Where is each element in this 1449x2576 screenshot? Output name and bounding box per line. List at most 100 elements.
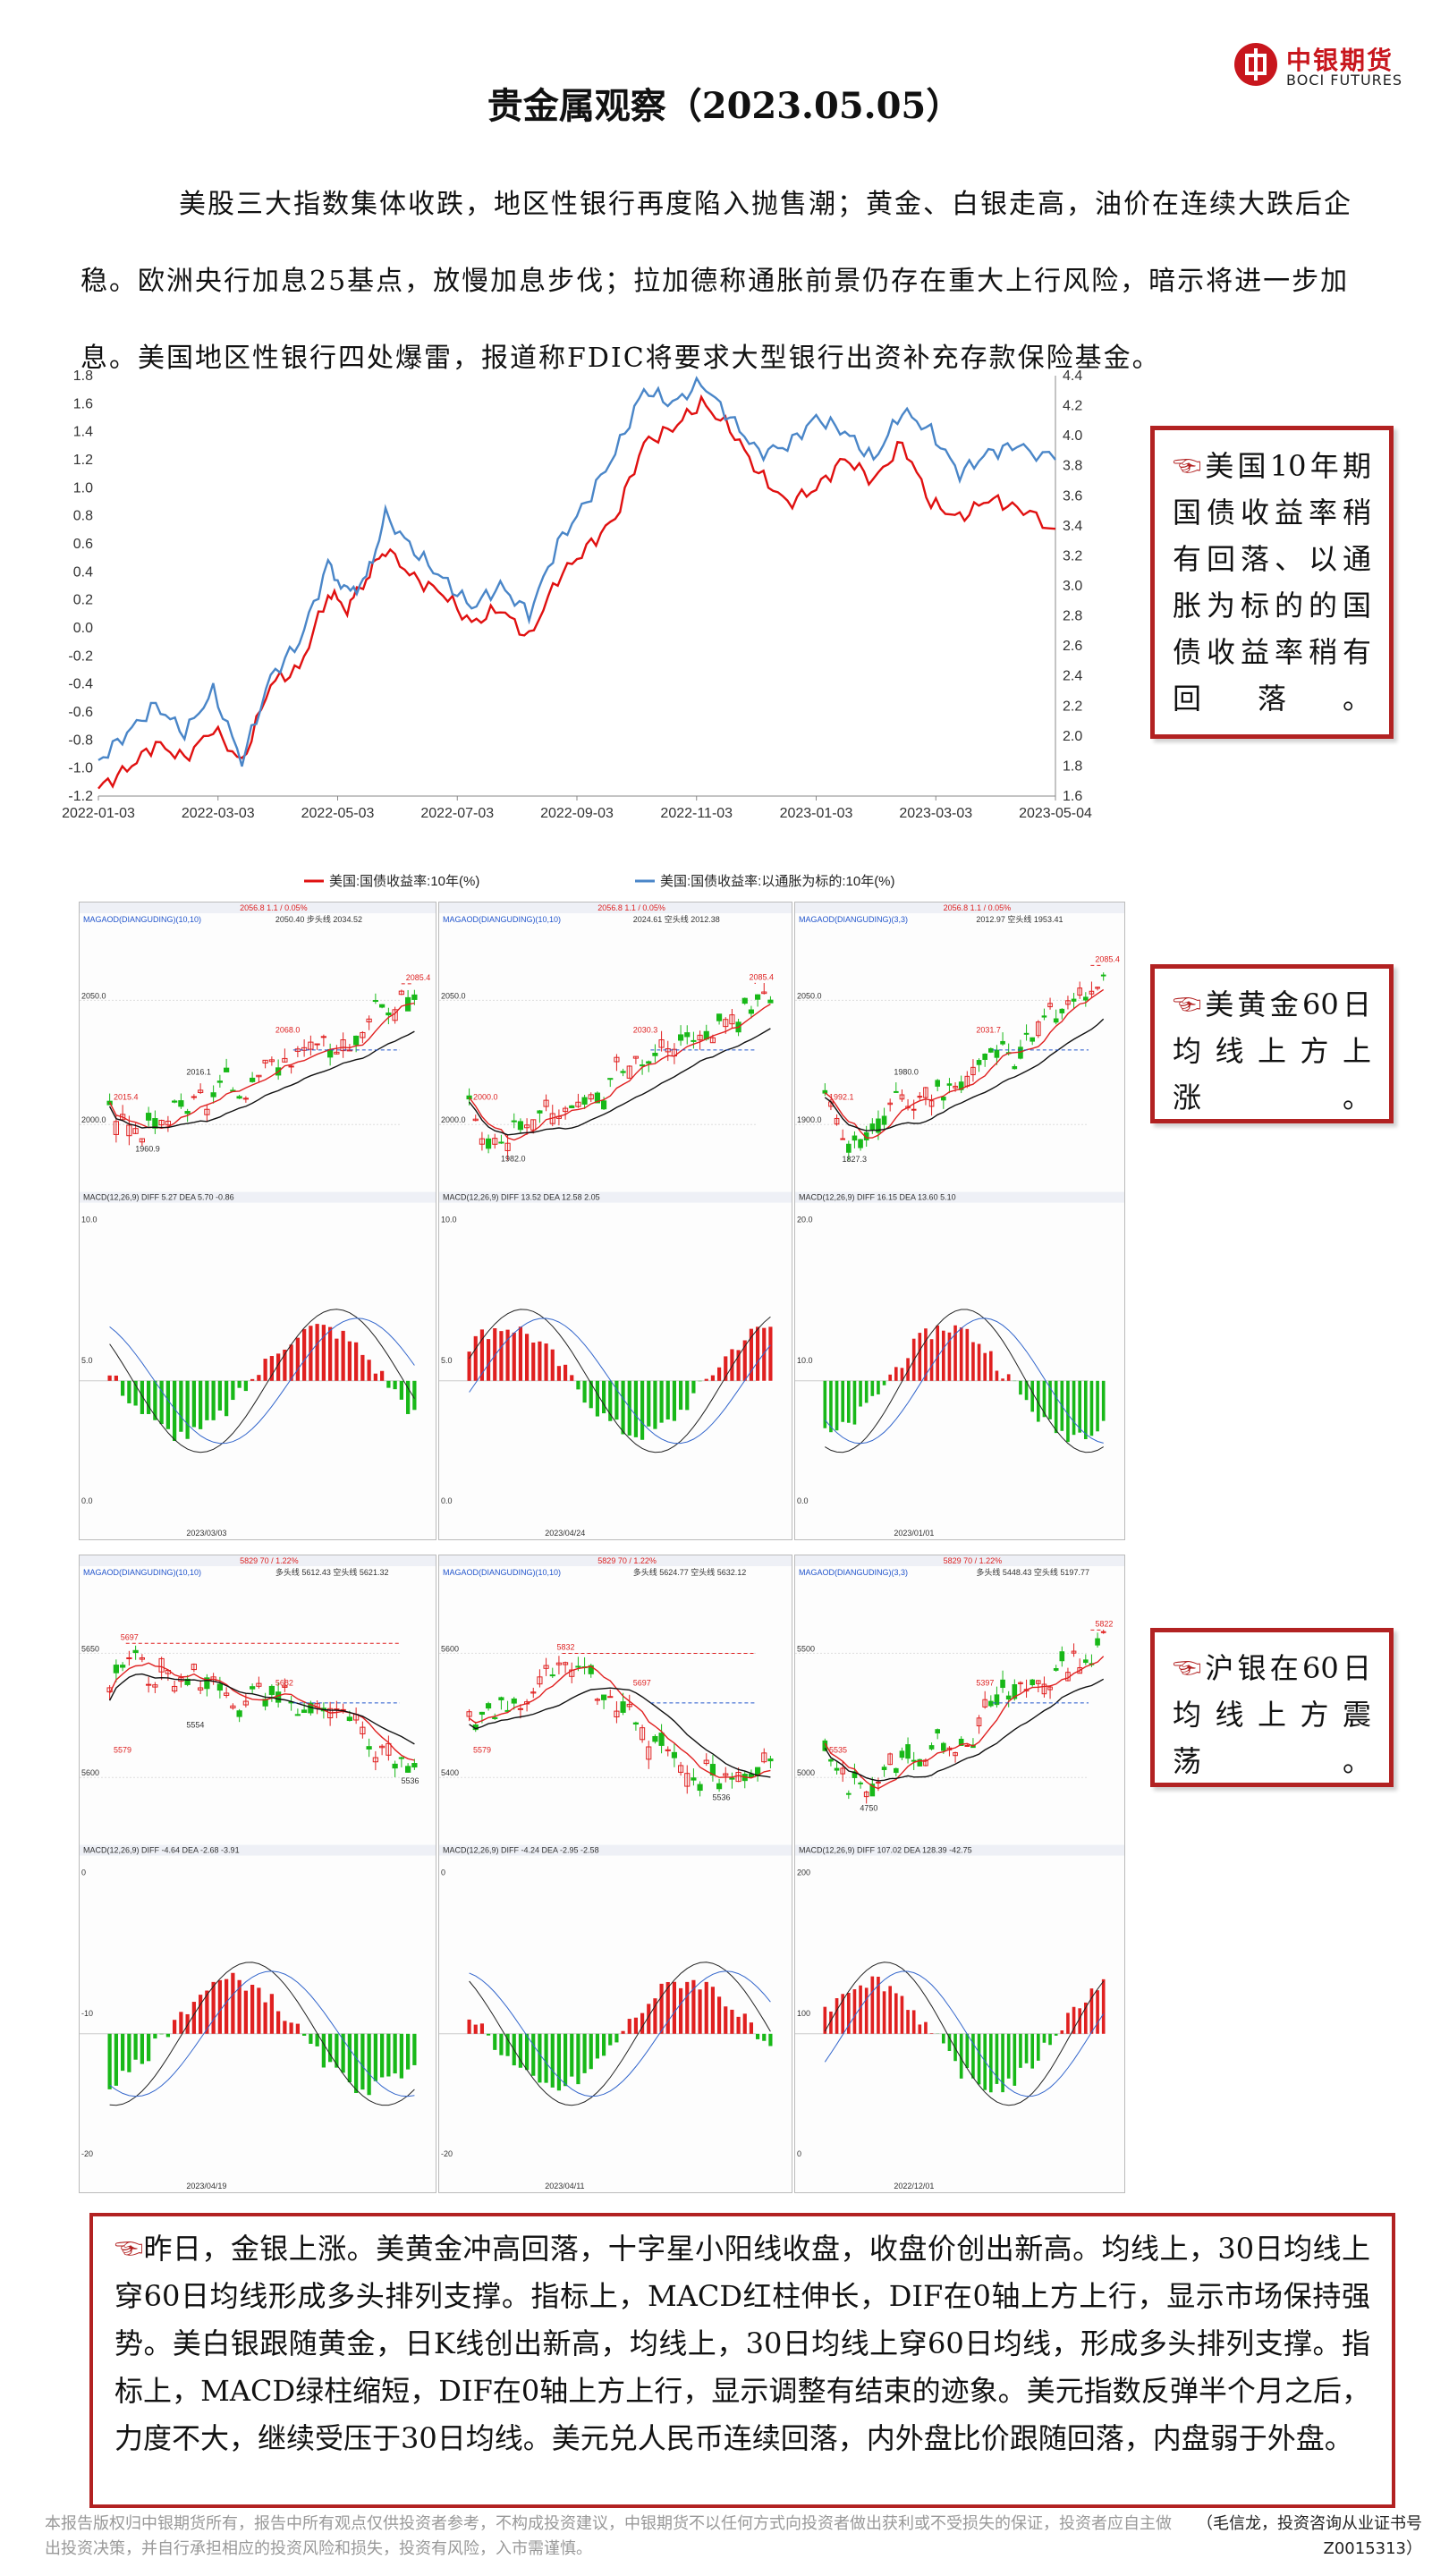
- candle-body: [858, 1139, 863, 1148]
- candle-body: [632, 1055, 639, 1059]
- candle-body: [1036, 1021, 1041, 1037]
- high-price-label: 5697: [121, 1632, 139, 1641]
- candle-body: [697, 1784, 703, 1792]
- candle-body: [158, 1120, 165, 1126]
- summary-text: 昨日，金银上涨。美黄金冲高回落，十字星小阳线收盘，收盘价创出新高。均线上，30日…: [114, 2232, 1370, 2455]
- macd-tick: 0: [797, 2149, 801, 2158]
- candle-body: [113, 1121, 119, 1135]
- candle-body: [282, 1057, 288, 1063]
- ma-indicator-label: MAGAOD(DIANGUDING)(10,10): [443, 915, 561, 924]
- ma-indicator-label: MAGAOD(DIANGUDING)(10,10): [83, 1568, 201, 1577]
- candle-body: [876, 1781, 881, 1784]
- candle-body: [607, 1078, 614, 1080]
- macd-values-label: MACD(12,26,9) DIFF 5.27 DEA 5.70 -0.86: [83, 1193, 234, 1202]
- candle-body: [1071, 1650, 1077, 1654]
- candle-body: [601, 1694, 607, 1700]
- dif-line: [824, 1962, 1105, 2106]
- candle-body: [340, 1039, 346, 1052]
- candle-body: [294, 1714, 301, 1716]
- candle-body: [1083, 996, 1089, 1001]
- right-tick-label: 1.6: [1063, 789, 1082, 804]
- candle-body: [126, 1124, 132, 1137]
- candle-body: [1065, 1000, 1071, 1005]
- candle-body: [543, 1099, 549, 1107]
- high-price-label: 2085.4: [1095, 954, 1120, 963]
- ma-red-line: [824, 1656, 1105, 1790]
- ma-black-line: [469, 1028, 771, 1136]
- candle-body: [982, 1053, 987, 1060]
- dea-line: [824, 1318, 1104, 1445]
- candle-body: [846, 1792, 852, 1795]
- candle-body: [334, 1051, 340, 1055]
- candle-body: [923, 1759, 928, 1767]
- candle-body: [184, 1111, 191, 1114]
- right-tick-label: 4.0: [1063, 428, 1082, 444]
- ma-red-line: [824, 988, 1105, 1139]
- high-price-label: 5822: [1095, 1619, 1113, 1628]
- ma-red-line: [108, 1662, 415, 1761]
- candle-body: [941, 1097, 946, 1101]
- candle-body: [288, 1065, 294, 1068]
- candle-body: [242, 1700, 249, 1706]
- yield-line-chart: 1.8 1.6 1.4 1.2 1.0 0.8 0.6 0.4 0.2 0.0 -0.2 -0.4 -0…: [62, 358, 1136, 903]
- left-tick-label: 1.2: [73, 453, 93, 468]
- candle-body: [709, 1037, 716, 1044]
- legend-label: 美国:国债收益率:以通胀为标的:10年(%): [660, 874, 895, 889]
- candle-body: [537, 1110, 543, 1114]
- silver-chart-3: 5829 70 / 1.22% MAGAOD(DIANGUDING)(3,3) 多头…: [795, 1555, 1124, 2190]
- macd-tick: 10.0: [797, 1356, 813, 1365]
- candle-body: [988, 1047, 994, 1053]
- x-tick-label: 2022-01-03: [63, 806, 135, 821]
- candle-body: [658, 1733, 665, 1746]
- silver-panel-3: 5829 70 / 1.22% MAGAOD(DIANGUDING)(3,3) 多头…: [794, 1555, 1125, 2193]
- candle-body: [678, 1765, 684, 1773]
- candle-body: [1077, 987, 1082, 996]
- silver-callout-text: 沪银在60日均线上方震荡。: [1173, 1651, 1371, 1778]
- candle-body: [881, 1767, 887, 1770]
- candle-body: [958, 1081, 964, 1090]
- candle-body: [953, 1085, 958, 1089]
- macd-tick: 5.0: [81, 1356, 93, 1365]
- candle-body: [242, 1097, 249, 1100]
- candle-body: [761, 1752, 767, 1763]
- candle-body: [620, 1701, 626, 1713]
- panel-header-bar: [439, 1555, 792, 1566]
- candle-body: [828, 1758, 834, 1762]
- series-line-2: [97, 376, 1056, 767]
- gold-chart-3: 2056.8 1.1 / 0.05% MAGAOD(DIANGUDING)(3,3…: [795, 902, 1124, 1538]
- candle-body: [210, 1092, 216, 1097]
- mid-price-label: 5697: [633, 1678, 651, 1687]
- candle-body: [1059, 1651, 1065, 1662]
- gold-chart-1: 2056.8 1.1 / 0.05% MAGAOD(DIANGUDING)(10,…: [80, 902, 436, 1538]
- yield-callout-text: 美国10年期国债收益率稍有回落、以通胀为标的的国债收益率稍有回落。: [1173, 449, 1371, 716]
- pointing-hand-icon: ☜: [114, 2232, 144, 2266]
- candle-body: [479, 1138, 485, 1145]
- candle-body: [899, 1094, 905, 1100]
- candle-body: [216, 1080, 223, 1083]
- candle-body: [723, 1773, 729, 1776]
- candle-body: [268, 1685, 275, 1695]
- dea-line: [469, 1318, 771, 1445]
- candle-body: [716, 1783, 723, 1790]
- candle-body: [158, 1657, 165, 1673]
- candle-body: [658, 1039, 665, 1048]
- candle-body: [398, 990, 404, 996]
- logo-english: BOCI FUTURES: [1286, 72, 1403, 89]
- candle-body: [346, 1716, 352, 1722]
- ma-indicator-label: MAGAOD(DIANGUDING)(10,10): [83, 915, 201, 924]
- candle-body: [1083, 1659, 1089, 1664]
- right-tick-label: 2.4: [1063, 669, 1082, 684]
- dea-line: [109, 1318, 415, 1445]
- candle-body: [386, 1742, 392, 1756]
- candle-body: [320, 1036, 326, 1038]
- candle-body: [588, 1094, 594, 1100]
- mid-price-label: 2068.0: [275, 1025, 301, 1034]
- intro-paragraph: 美股三大指数集体收跌，地区性银行再度陷入抛售潮；黄金、白银走高，油价在连续大跌后…: [80, 189, 1352, 374]
- right-tick-label: 4.2: [1063, 399, 1082, 414]
- candle-body: [563, 1107, 569, 1113]
- low-price-label: 1982.0: [501, 1155, 526, 1164]
- ref-price-label-2: 2016.1: [186, 1068, 211, 1077]
- candle-body: [614, 1710, 620, 1718]
- candle-body: [379, 1745, 386, 1749]
- candle-body: [198, 1089, 204, 1093]
